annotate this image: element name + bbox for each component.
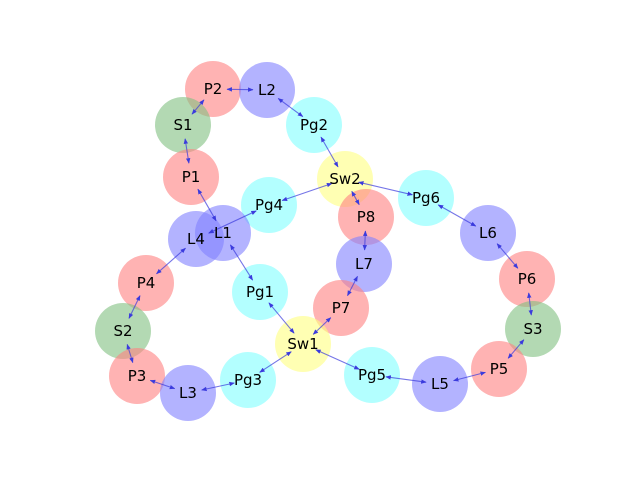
node-label-sw2: Sw2 bbox=[329, 170, 360, 188]
edge-sw2-pg6 bbox=[358, 181, 413, 196]
node-label-p1: P1 bbox=[182, 168, 201, 186]
node-l3 bbox=[160, 365, 216, 421]
edge-sw1-pg3 bbox=[259, 351, 292, 373]
edge-pg5-sw1 bbox=[315, 349, 360, 370]
node-label-l6: L6 bbox=[479, 224, 497, 242]
node-label-l3: L3 bbox=[179, 384, 197, 402]
edge-s1-p1 bbox=[183, 138, 191, 164]
node-p3 bbox=[109, 348, 165, 404]
node-label-pg1: Pg1 bbox=[246, 283, 274, 301]
node-label-l7: L7 bbox=[355, 255, 373, 273]
labels-layer: P2 L2 S1 Pg2 P1 Sw2 Pg6 Pg4 P8 L6 L4 L1 L7 P4 P6 Pg1 P7 S… bbox=[113, 80, 542, 402]
node-label-p3: P3 bbox=[128, 367, 147, 385]
edge-p7-sw1 bbox=[312, 317, 332, 335]
edges-layer bbox=[126, 87, 533, 392]
edge-sw2-pg4 bbox=[281, 182, 333, 202]
node-label-s2: S2 bbox=[113, 322, 132, 340]
node-label-p2: P2 bbox=[204, 80, 223, 98]
node-label-l2: L2 bbox=[258, 81, 276, 99]
node-label-sw1: Sw1 bbox=[287, 335, 318, 353]
edge-p2-s1 bbox=[191, 99, 205, 115]
edge-l3-p3 bbox=[149, 379, 176, 390]
node-label-p5: P5 bbox=[490, 360, 509, 378]
edge-pg6-l6 bbox=[437, 204, 477, 227]
edge-p6-s3 bbox=[527, 292, 533, 316]
node-label-l1: L1 bbox=[214, 224, 232, 242]
node-label-pg3: Pg3 bbox=[234, 371, 262, 389]
node-label-s3: S3 bbox=[523, 320, 542, 338]
node-label-s1: S1 bbox=[173, 116, 192, 134]
edge-l1-pg1 bbox=[229, 244, 254, 281]
edge-p4-l4 bbox=[156, 247, 186, 275]
node-label-p4: P4 bbox=[137, 274, 156, 292]
node-label-pg6: Pg6 bbox=[412, 189, 440, 207]
edge-l7-p7 bbox=[347, 275, 358, 297]
node-label-pg5: Pg5 bbox=[358, 366, 386, 384]
node-label-l4: L4 bbox=[187, 230, 205, 248]
edge-l6-p6 bbox=[496, 243, 519, 269]
edge-pg2-sw2 bbox=[320, 136, 339, 168]
edge-p5-l5 bbox=[453, 371, 486, 382]
edge-p3-s2 bbox=[126, 343, 134, 364]
node-label-pg2: Pg2 bbox=[300, 116, 328, 134]
node-label-p6: P6 bbox=[518, 270, 537, 288]
edge-pg3-l3 bbox=[201, 381, 235, 392]
edge-l5-pg5 bbox=[385, 375, 427, 384]
node-label-p8: P8 bbox=[357, 208, 376, 226]
edge-l2-pg2 bbox=[277, 97, 304, 118]
edge-sw2-p8 bbox=[351, 190, 360, 206]
node-label-p7: P7 bbox=[332, 299, 351, 317]
edge-s2-p4 bbox=[128, 295, 141, 319]
edge-s3-p5 bbox=[507, 339, 525, 359]
edge-p8-l7 bbox=[362, 230, 368, 251]
edge-pg4-l4 bbox=[208, 210, 257, 234]
node-label-pg4: Pg4 bbox=[255, 196, 283, 214]
node-label-l5: L5 bbox=[431, 375, 449, 393]
node-l5 bbox=[412, 356, 468, 412]
edge-pg1-sw1 bbox=[268, 302, 295, 334]
